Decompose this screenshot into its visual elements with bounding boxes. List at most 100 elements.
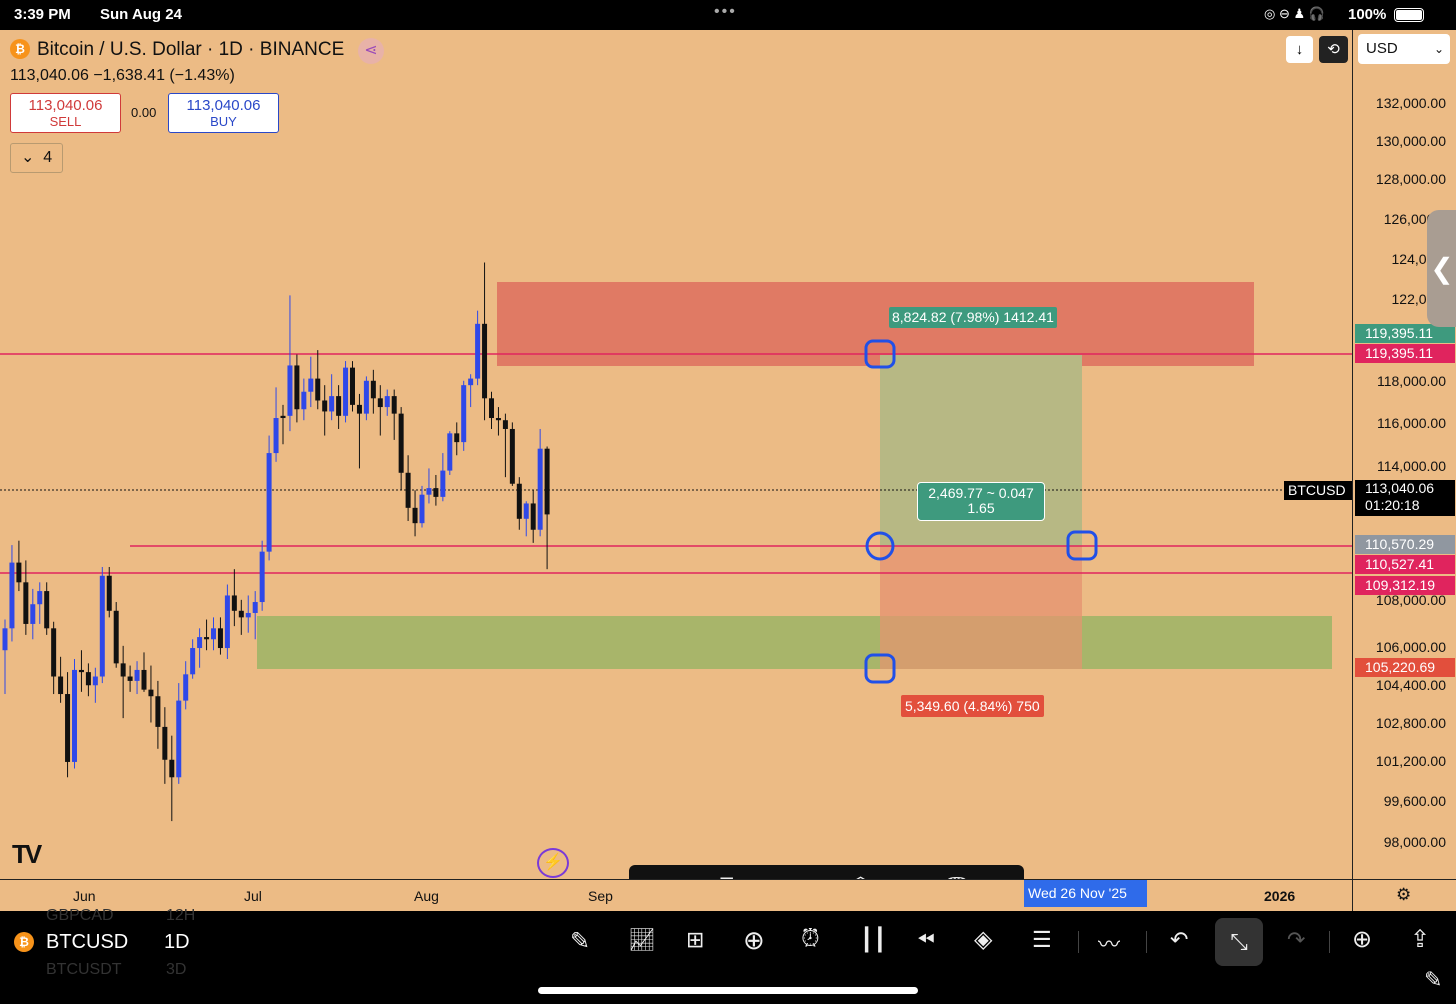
candle-body [391,396,397,414]
candle-body [162,726,168,760]
trash-icon[interactable]: 🗑︎ [944,875,969,879]
chart-area[interactable]: 8,824.82 (7.98%) 1412.41 2,469.77 ~ 0.04… [0,30,1352,879]
ghost-interval-2: 3D [166,961,187,978]
candle-body [51,628,57,677]
demand-zone[interactable] [257,616,1332,669]
candle-body [141,669,147,690]
ratio-line-2: 1.65 [967,500,995,516]
battery-percent: 100% [1348,6,1387,23]
price-tick: 114,000.00 [1376,458,1446,474]
more-icon[interactable]: ••• [988,876,1007,879]
time-axis[interactable]: Jun Jul Aug Sep 2026 Wed 26 Nov '25 [0,879,1352,911]
interval-button[interactable]: 1D [164,931,190,953]
candle-body [384,396,390,408]
pencil-corner-icon[interactable]: ✎ [1424,967,1443,992]
sell-label: SELL [49,114,82,129]
indicators-toggle[interactable]: ⌄ 4 [10,143,63,173]
replay-icon[interactable]: ⏪︎ [917,927,935,952]
candle-body [294,365,300,410]
xtick-aug: Aug [414,888,439,904]
candle-body [72,669,77,762]
candle-body [85,672,91,686]
candles-group [2,262,550,822]
add-icon[interactable]: ⊕ [743,925,765,955]
price-scale[interactable]: USD ⌄ 132,000.00 130,000.00 128,000.00 126,0… [1352,30,1456,879]
settings-sliders-icon[interactable]: ☰ [1032,927,1052,952]
redo-icon[interactable]: ↷ [1287,927,1306,952]
candle-body [350,367,355,405]
chart-settings-corner[interactable]: ⚙ [1352,879,1456,911]
target-price-label-green: 119,395.11 [1355,324,1455,343]
add-indicator-icon[interactable]: ⊕ [1352,926,1373,953]
crosshair-date-label: Wed 26 Nov '25 [1024,880,1147,907]
fullscreen-exit-icon[interactable]: ⤡ [1215,918,1263,966]
candle-body [287,365,293,416]
candle-body [183,674,189,701]
candles-icon[interactable]: ┃┃ [860,927,887,952]
candle-body [169,759,175,778]
side-panel-handle[interactable]: ❮ [1427,210,1456,327]
candle-body [224,595,230,649]
currency-select[interactable]: USD ⌄ [1358,34,1450,64]
spread-value: 0.00 [131,105,157,120]
stop-handle[interactable] [864,653,896,684]
drawing-trend-icon[interactable]: 〰 [1098,932,1121,957]
candle-body [426,488,432,495]
line1-price-label: 110,527.41 [1355,555,1455,574]
candle-body [65,694,71,762]
candle-body [377,398,383,408]
text-tool-icon[interactable]: T [716,873,737,879]
symbol-button[interactable]: BTCUSD [46,931,129,953]
price-tick: 116,000.00 [1376,415,1446,431]
width-handle[interactable] [1066,530,1098,561]
entry-handle[interactable] [865,531,895,561]
lightning-icon[interactable]: ⚡ [537,848,569,878]
line-color-icon[interactable]: ◈ [806,875,821,879]
home-indicator[interactable] [538,987,918,994]
candle-body [273,418,279,454]
buy-button[interactable]: 113,040.06 BUY [168,93,279,133]
symbol-title[interactable]: Bitcoin / U.S. Dollar · 1D · BINANCE [37,39,345,60]
price-tick: 104,400.00 [1375,677,1446,693]
xtick-2026: 2026 [1264,888,1296,904]
chart-type-icon[interactable]: 📈︎ [628,927,656,952]
chart-canvas[interactable] [0,30,1352,879]
unlock-icon[interactable]: 🔓︎ [899,875,912,879]
status-date: Sun Aug 24 [100,6,182,23]
status-icons: ◎ ⊖ ♟ 🎧 [1264,6,1325,21]
status-time: 3:39 PM [14,6,71,23]
buy-label: BUY [210,114,237,129]
target-handle[interactable] [864,339,896,369]
supply-zone[interactable] [497,282,1254,366]
candle-body [363,380,369,414]
add-to-favorites-icon[interactable]: ⊞ [669,876,686,879]
candle-body [16,562,22,583]
pen-icon[interactable]: ✎ [570,928,591,955]
sync-icon[interactable]: ⟲ [1319,36,1348,63]
share-icon[interactable]: ⋖ [358,38,384,64]
layouts-icon[interactable]: ⊞ [686,927,705,952]
candle-body [502,420,508,429]
candle-body [322,400,328,412]
settings-hexagon-icon[interactable]: ⬡ [851,873,870,879]
candle-countdown: 01:20:18 [1365,497,1420,513]
alarm-icon[interactable]: ⏰︎ [801,925,820,952]
layers-icon[interactable]: ◈ [974,926,993,953]
candle-body [370,380,376,399]
settings-icon[interactable]: ⚙ [1396,885,1412,904]
candle-body [343,367,349,416]
candle-body [419,494,425,524]
candle-body [356,404,362,414]
candle-body [127,676,133,681]
multitask-dots-icon[interactable]: ••• [714,3,737,20]
download-icon[interactable]: ↓ [1286,36,1313,63]
candle-body [190,648,196,675]
sell-button[interactable]: 113,040.06 SELL [10,93,121,133]
price-tick: 132,000.00 [1375,95,1446,111]
candle-body [440,470,446,497]
xtick-jun: Jun [73,888,96,904]
fill-color-icon[interactable]: ◈ [761,875,776,879]
undo-icon[interactable]: ↶ [1170,927,1189,952]
stop-label: 5,349.60 (4.84%) 750 [901,695,1044,717]
share-upload-icon[interactable]: ⇪ [1410,926,1431,953]
